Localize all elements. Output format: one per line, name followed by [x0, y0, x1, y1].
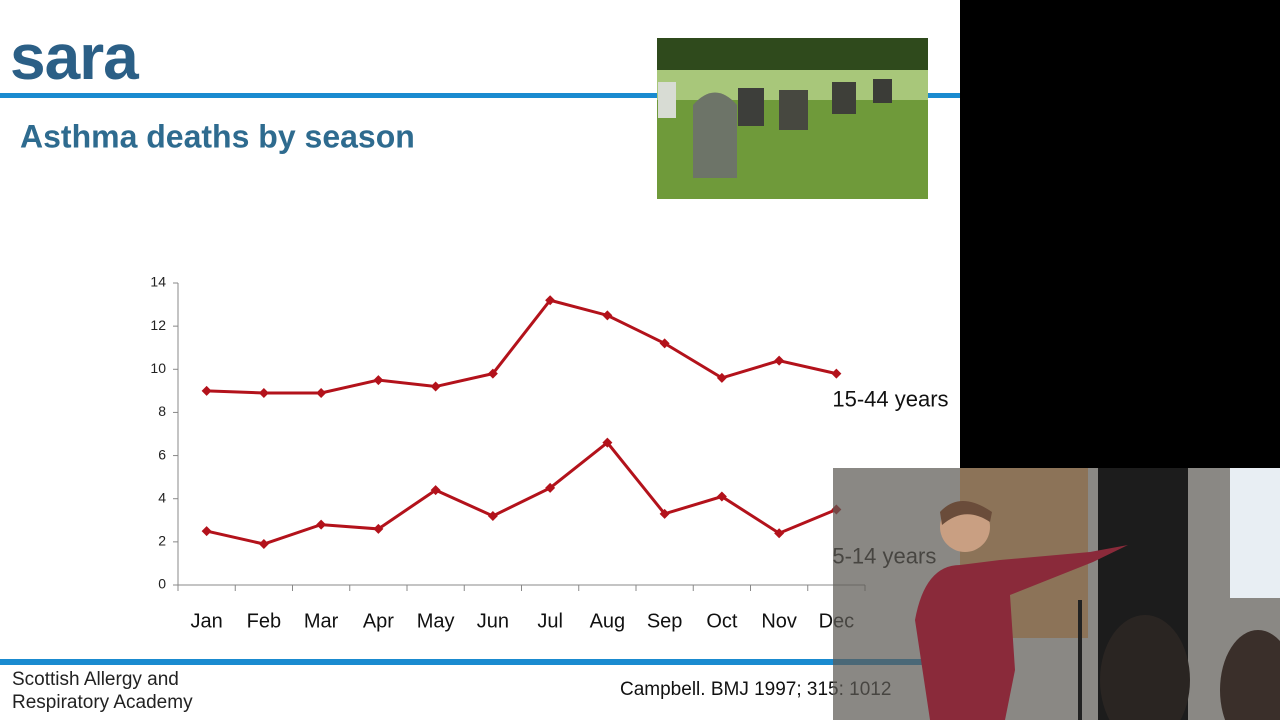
black-panel: [960, 0, 1280, 468]
data-point: [430, 485, 441, 496]
chart: 0 2 4 6 8 10 12 14 Jan Feb Mar Apr May Jun Jul Aug Sep Oc…: [150, 274, 948, 633]
series-line: [206, 298, 837, 395]
x-tick-label: Sep: [647, 610, 683, 632]
data-point: [716, 372, 727, 383]
data-point: [716, 491, 727, 502]
x-tick-label: May: [417, 610, 455, 632]
data-point: [201, 385, 212, 396]
header-rule: [0, 93, 960, 98]
footer-rule: [0, 659, 960, 665]
x-tick-label: Oct: [706, 610, 738, 632]
x-tick-label: Jul: [537, 610, 563, 632]
y-tick-label: 2: [158, 533, 166, 549]
slide-title: Asthma deaths by season: [20, 118, 415, 154]
y-tick-label: 14: [150, 274, 166, 290]
data-point: [373, 375, 384, 386]
data-point: [487, 510, 498, 521]
x-tick-label: Apr: [363, 610, 394, 632]
y-tick-label: 10: [150, 360, 166, 376]
data-point: [487, 368, 498, 379]
data-point: [602, 437, 613, 448]
series-line: [206, 440, 837, 546]
data-point: [602, 310, 613, 321]
series-label: 15-44 years: [832, 386, 948, 411]
logo: sara: [10, 21, 139, 93]
data-point: [545, 295, 556, 306]
photo: [657, 38, 928, 199]
data-point: [258, 539, 269, 550]
y-tick-label: 8: [158, 403, 166, 419]
data-point: [316, 519, 327, 530]
data-point: [545, 482, 556, 493]
citation: Campbell. BMJ 1997; 315: 1012: [620, 679, 891, 700]
x-tick-label: Jun: [477, 610, 509, 632]
speaker-video: [833, 468, 1280, 720]
data-point: [201, 526, 212, 537]
y-tick-label: 6: [158, 446, 166, 462]
x-tick-label: Jan: [191, 610, 223, 632]
data-point: [373, 523, 384, 534]
x-tick-label: Mar: [304, 610, 339, 632]
data-point: [659, 338, 670, 349]
x-tick-label: Aug: [590, 610, 626, 632]
data-point: [258, 388, 269, 399]
data-point: [831, 368, 842, 379]
y-tick-label: 4: [158, 489, 166, 505]
x-tick-label: Nov: [761, 610, 797, 632]
data-point: [774, 355, 785, 366]
data-point: [659, 508, 670, 519]
data-point: [316, 388, 327, 399]
footer-line: Scottish Allergy and: [12, 669, 179, 690]
y-tick-label: 12: [150, 317, 166, 333]
data-point: [430, 381, 441, 392]
data-point: [774, 528, 785, 539]
y-tick-label: 0: [158, 576, 166, 592]
x-tick-label: Feb: [247, 610, 281, 632]
footer-line: Respiratory Academy: [12, 692, 193, 713]
